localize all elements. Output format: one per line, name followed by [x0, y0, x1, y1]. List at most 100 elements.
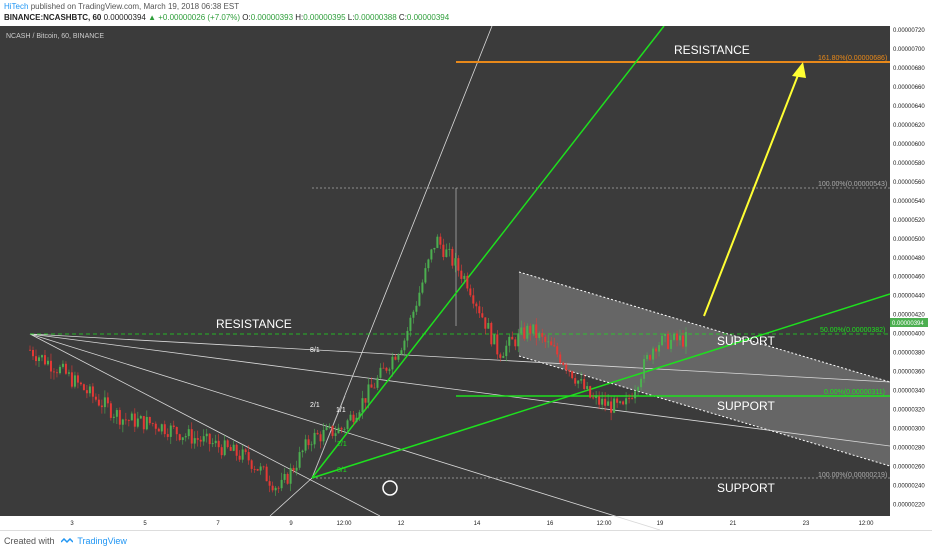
- chart-title: NCASH / Bitcoin, 60, BINANCE: [6, 33, 104, 40]
- candle-body: [286, 473, 289, 484]
- candle-body: [166, 434, 169, 437]
- candle-body: [400, 350, 403, 355]
- candle-body: [325, 427, 328, 430]
- candle-body: [259, 466, 262, 471]
- candle-body: [532, 324, 535, 334]
- candle-body: [619, 401, 622, 403]
- low-value: 0.00000388: [354, 13, 397, 22]
- author-link[interactable]: HiTech: [4, 2, 29, 11]
- candle-body: [61, 363, 64, 367]
- candle-body: [217, 440, 220, 448]
- candle-body: [70, 372, 73, 387]
- candle-body: [460, 270, 463, 279]
- fib-1618-label: 161.80%(0.00000686): [818, 55, 887, 62]
- candle-body: [409, 317, 412, 331]
- candle-body: [157, 428, 160, 432]
- candle-body: [142, 416, 145, 430]
- y-tick-label: 0.00000420: [893, 313, 925, 319]
- candle-body: [352, 414, 355, 422]
- candle-body: [250, 460, 253, 469]
- created-with-text: Created with: [4, 536, 55, 546]
- x-tick-label: 14: [474, 521, 481, 527]
- candle-body: [643, 359, 646, 379]
- candle-body: [544, 336, 547, 342]
- candle-body: [430, 249, 433, 260]
- candle-body: [331, 425, 334, 436]
- fan-line-1-1: [29, 333, 661, 530]
- candle-body: [583, 379, 586, 389]
- candles: [29, 233, 687, 496]
- candle-body: [595, 396, 598, 399]
- price-axis[interactable]: [890, 26, 932, 530]
- x-tick-label: 12:00: [858, 521, 874, 527]
- candle-body: [520, 327, 523, 334]
- candle-body: [79, 382, 82, 385]
- fib-50-label: 50.00%(0.00000382): [820, 327, 885, 334]
- candle-body: [649, 355, 652, 360]
- candle-body: [406, 330, 409, 341]
- chart-frame[interactable]: NCASH / Bitcoin, 60, BINANCE: [0, 26, 932, 530]
- candle-body: [364, 398, 367, 403]
- candle-body: [40, 355, 43, 358]
- candle-body: [517, 333, 520, 347]
- candle-body: [523, 327, 526, 339]
- candle-body: [484, 317, 487, 329]
- candle-body: [433, 247, 436, 250]
- candle-body: [655, 348, 658, 352]
- candle-body: [469, 288, 472, 296]
- candle-body: [457, 258, 460, 271]
- candle-body: [526, 325, 529, 339]
- y-tick-label: 0.00000640: [893, 104, 925, 110]
- candle-body: [475, 303, 478, 307]
- candle-body: [562, 362, 565, 365]
- candle-body: [76, 375, 79, 383]
- candle-body: [196, 438, 199, 440]
- candle-body: [232, 444, 235, 451]
- time-axis[interactable]: [0, 516, 890, 530]
- candle-body: [292, 467, 295, 471]
- candle-body: [622, 401, 625, 405]
- candle-body: [322, 429, 325, 442]
- candle-body: [472, 295, 475, 304]
- candle-body: [667, 333, 670, 349]
- candle-body: [355, 417, 358, 422]
- fan-line-8-1: [29, 333, 891, 383]
- candle-body: [658, 345, 661, 352]
- price-chart[interactable]: NCASH / Bitcoin, 60, BINANCE: [0, 26, 932, 530]
- candle-body: [115, 410, 118, 417]
- candle-body: [568, 370, 571, 372]
- candle-body: [502, 356, 505, 358]
- candle-body: [394, 356, 397, 360]
- candle-body: [466, 275, 469, 289]
- candle-body: [100, 405, 103, 408]
- candle-body: [358, 412, 361, 418]
- publication-line: HiTech published on TradingView.com, Mar…: [4, 2, 239, 11]
- candle-body: [307, 439, 310, 446]
- candle-body: [418, 292, 421, 306]
- candle-body: [586, 386, 589, 389]
- candle-body: [454, 258, 457, 266]
- candle-body: [556, 346, 559, 355]
- x-tick-label: 23: [803, 521, 810, 527]
- ohlc-line: BINANCE:NCASHBTC, 60 0.00000394 ▲ +0.000…: [4, 13, 449, 22]
- candle-body: [664, 333, 667, 336]
- tradingview-link[interactable]: TradingView: [77, 536, 127, 546]
- candle-body: [277, 487, 280, 489]
- candle-body: [130, 413, 133, 421]
- candle-body: [493, 334, 496, 345]
- close-value: 0.00000394: [406, 13, 450, 22]
- fib-0-label: 0.00%(0.00000311): [824, 389, 885, 396]
- candle-body: [262, 466, 265, 468]
- candle-body: [637, 387, 640, 392]
- candle-body: [412, 311, 415, 318]
- candle-body: [478, 306, 481, 314]
- x-tick-label: 5: [143, 521, 147, 527]
- candle-body: [550, 341, 553, 346]
- candle-body: [112, 416, 115, 418]
- candle-body: [388, 369, 391, 371]
- candle-body: [124, 419, 127, 421]
- candle-body: [220, 447, 223, 456]
- candle-body: [91, 386, 94, 397]
- candle-body: [463, 275, 466, 279]
- y-tick-label: 0.00000440: [893, 294, 925, 300]
